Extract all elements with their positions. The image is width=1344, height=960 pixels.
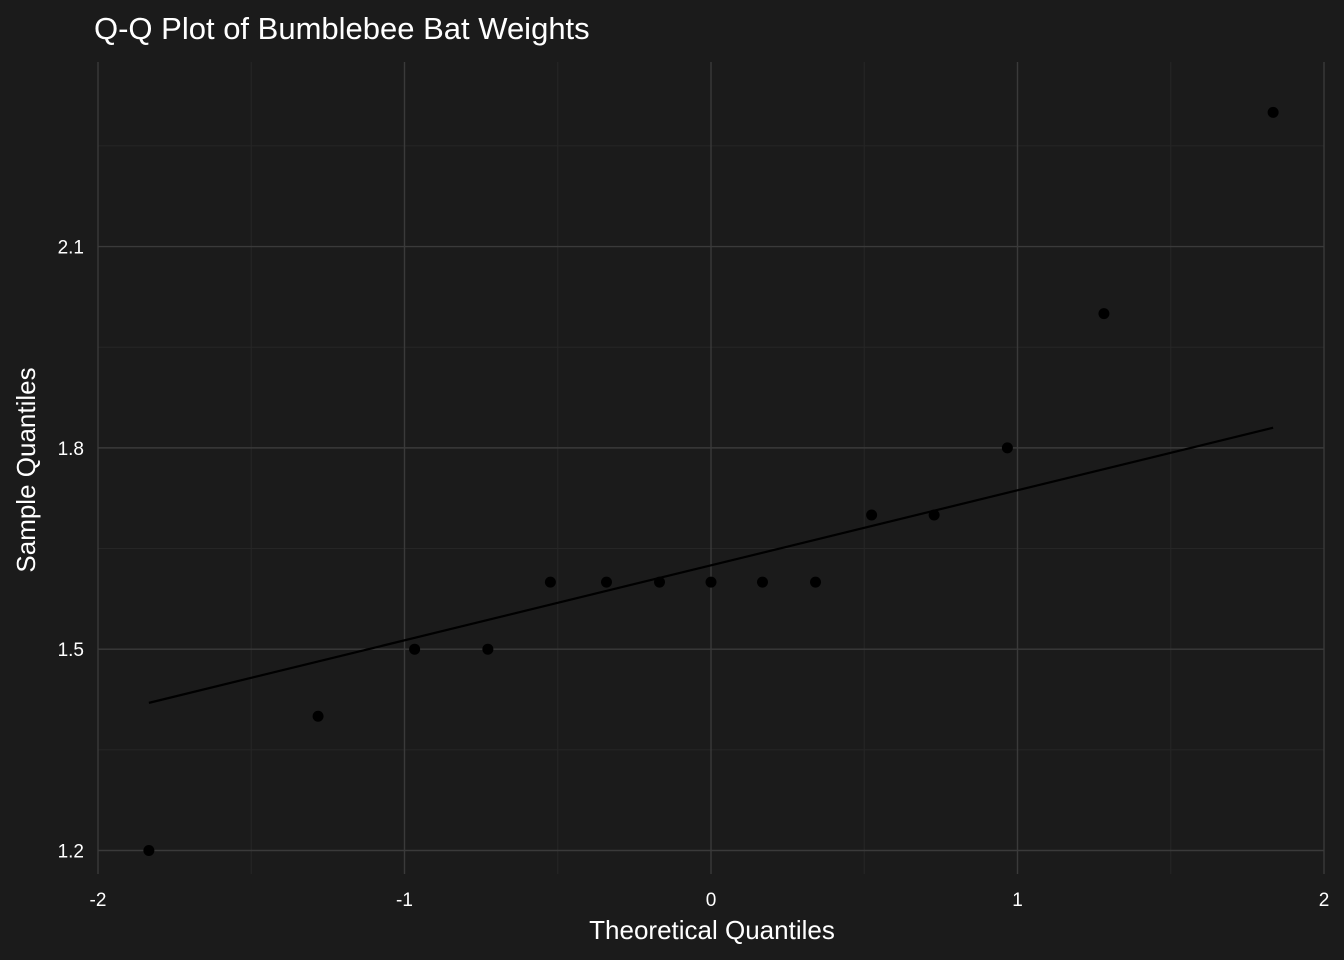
y-tick-label: 1.5 (58, 640, 84, 661)
x-tick-label: 1 (1012, 890, 1023, 911)
qq-reference-line (148, 426, 1274, 704)
points-layer (143, 106, 1279, 857)
qq-point (544, 576, 556, 588)
qq-point (810, 576, 822, 588)
qq-point (928, 509, 940, 521)
y-tick-label: 1.2 (58, 842, 84, 863)
qq-point (312, 710, 324, 722)
qq-point (654, 576, 666, 588)
qq-point (866, 509, 878, 521)
qq-point (143, 845, 155, 857)
qq-point (409, 643, 421, 655)
qq-point (600, 576, 612, 588)
x-tick-label: -2 (90, 890, 107, 911)
x-tick-label: 2 (1319, 890, 1330, 911)
qq-point (756, 576, 768, 588)
reference-line-layer (148, 426, 1274, 704)
qq-point (1267, 106, 1279, 118)
y-axis-label: Sample Quantiles (11, 367, 41, 572)
qq-point (482, 643, 494, 655)
grid-layer (97, 62, 1325, 874)
qq-point (1098, 308, 1110, 320)
qq-point (705, 576, 717, 588)
chart-title: Q-Q Plot of Bumblebee Bat Weights (94, 11, 590, 46)
y-tick-label: 2.1 (58, 238, 84, 259)
y-tick-label: 1.8 (58, 439, 84, 460)
x-tick-label: 0 (706, 890, 717, 911)
qq-point (1001, 442, 1013, 454)
x-tick-label: -1 (396, 890, 413, 911)
x-axis-label: Theoretical Quantiles (589, 915, 835, 945)
tick-labels-layer: -2 -1 0 1 2 1.2 1.5 1.8 2.1 (58, 238, 1330, 911)
